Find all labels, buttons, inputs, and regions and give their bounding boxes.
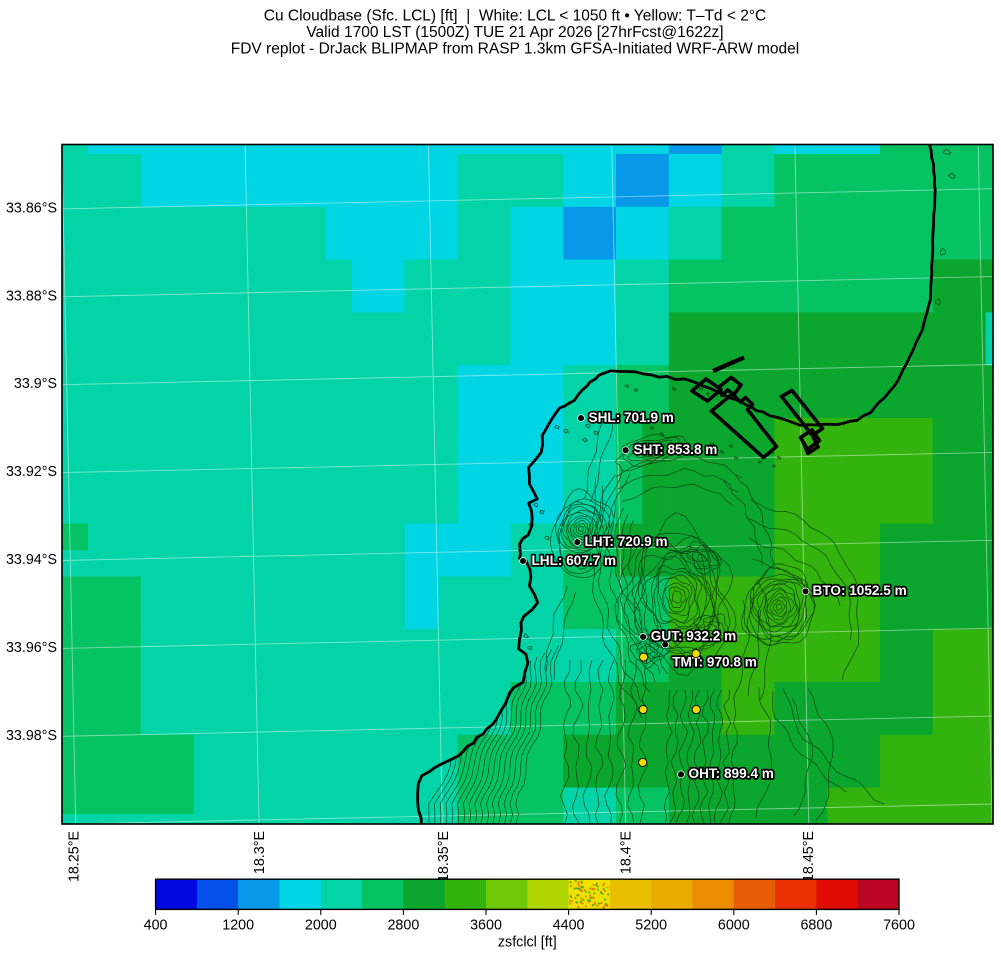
svg-text:OHT: 899.4 m: OHT: 899.4 m	[689, 766, 774, 781]
svg-text:33.94°S: 33.94°S	[6, 552, 57, 568]
svg-text:33.86°S: 33.86°S	[6, 200, 57, 216]
svg-text:3600: 3600	[470, 917, 502, 933]
svg-text:LHL: 607.7 m: LHL: 607.7 m	[532, 553, 617, 568]
svg-text:Cu Cloudbase (Sfc. LCL) [ft]: Cu Cloudbase (Sfc. LCL) [ft] | White: LC…	[264, 8, 766, 25]
svg-text:LHT: 720.9 m: LHT: 720.9 m	[585, 534, 668, 549]
svg-text:33.96°S: 33.96°S	[6, 640, 57, 656]
svg-text:BTO: 1052.5 m: BTO: 1052.5 m	[813, 583, 907, 598]
svg-text:18.35°E: 18.35°E	[436, 831, 452, 882]
svg-text:33.9°S: 33.9°S	[14, 376, 57, 392]
svg-text:TMT: 970.8 m: TMT: 970.8 m	[672, 655, 757, 670]
svg-text:FDV replot - DrJack BLIPMAP fr: FDV replot - DrJack BLIPMAP from RASP 1.…	[231, 41, 799, 58]
svg-text:4400: 4400	[553, 917, 585, 933]
svg-text:33.92°S: 33.92°S	[6, 464, 57, 480]
svg-text:400: 400	[144, 917, 168, 933]
svg-text:7600: 7600	[883, 917, 915, 933]
svg-text:18.3°E: 18.3°E	[252, 831, 268, 874]
svg-text:GUT: 932.2 m: GUT: 932.2 m	[651, 628, 736, 643]
svg-text:SHL: 701.9 m: SHL: 701.9 m	[589, 410, 674, 425]
svg-text:6800: 6800	[800, 917, 832, 933]
svg-text:18.45°E: 18.45°E	[801, 831, 817, 882]
svg-text:zsfclcl [ft]: zsfclcl [ft]	[498, 934, 557, 950]
svg-text:5200: 5200	[635, 917, 667, 933]
svg-text:2800: 2800	[387, 917, 419, 933]
svg-text:33.88°S: 33.88°S	[6, 288, 57, 304]
svg-text:6000: 6000	[718, 917, 750, 933]
svg-text:33.98°S: 33.98°S	[6, 728, 57, 744]
svg-text:Valid 1700 LST (1500Z) TUE 21: Valid 1700 LST (1500Z) TUE 21 Apr 2026 […	[306, 24, 723, 41]
svg-text:1200: 1200	[222, 917, 254, 933]
svg-text:2000: 2000	[305, 917, 337, 933]
svg-text:18.4°E: 18.4°E	[619, 831, 635, 874]
svg-text:SHT: 853.8 m: SHT: 853.8 m	[634, 442, 718, 457]
svg-text:18.25°E: 18.25°E	[67, 831, 83, 882]
